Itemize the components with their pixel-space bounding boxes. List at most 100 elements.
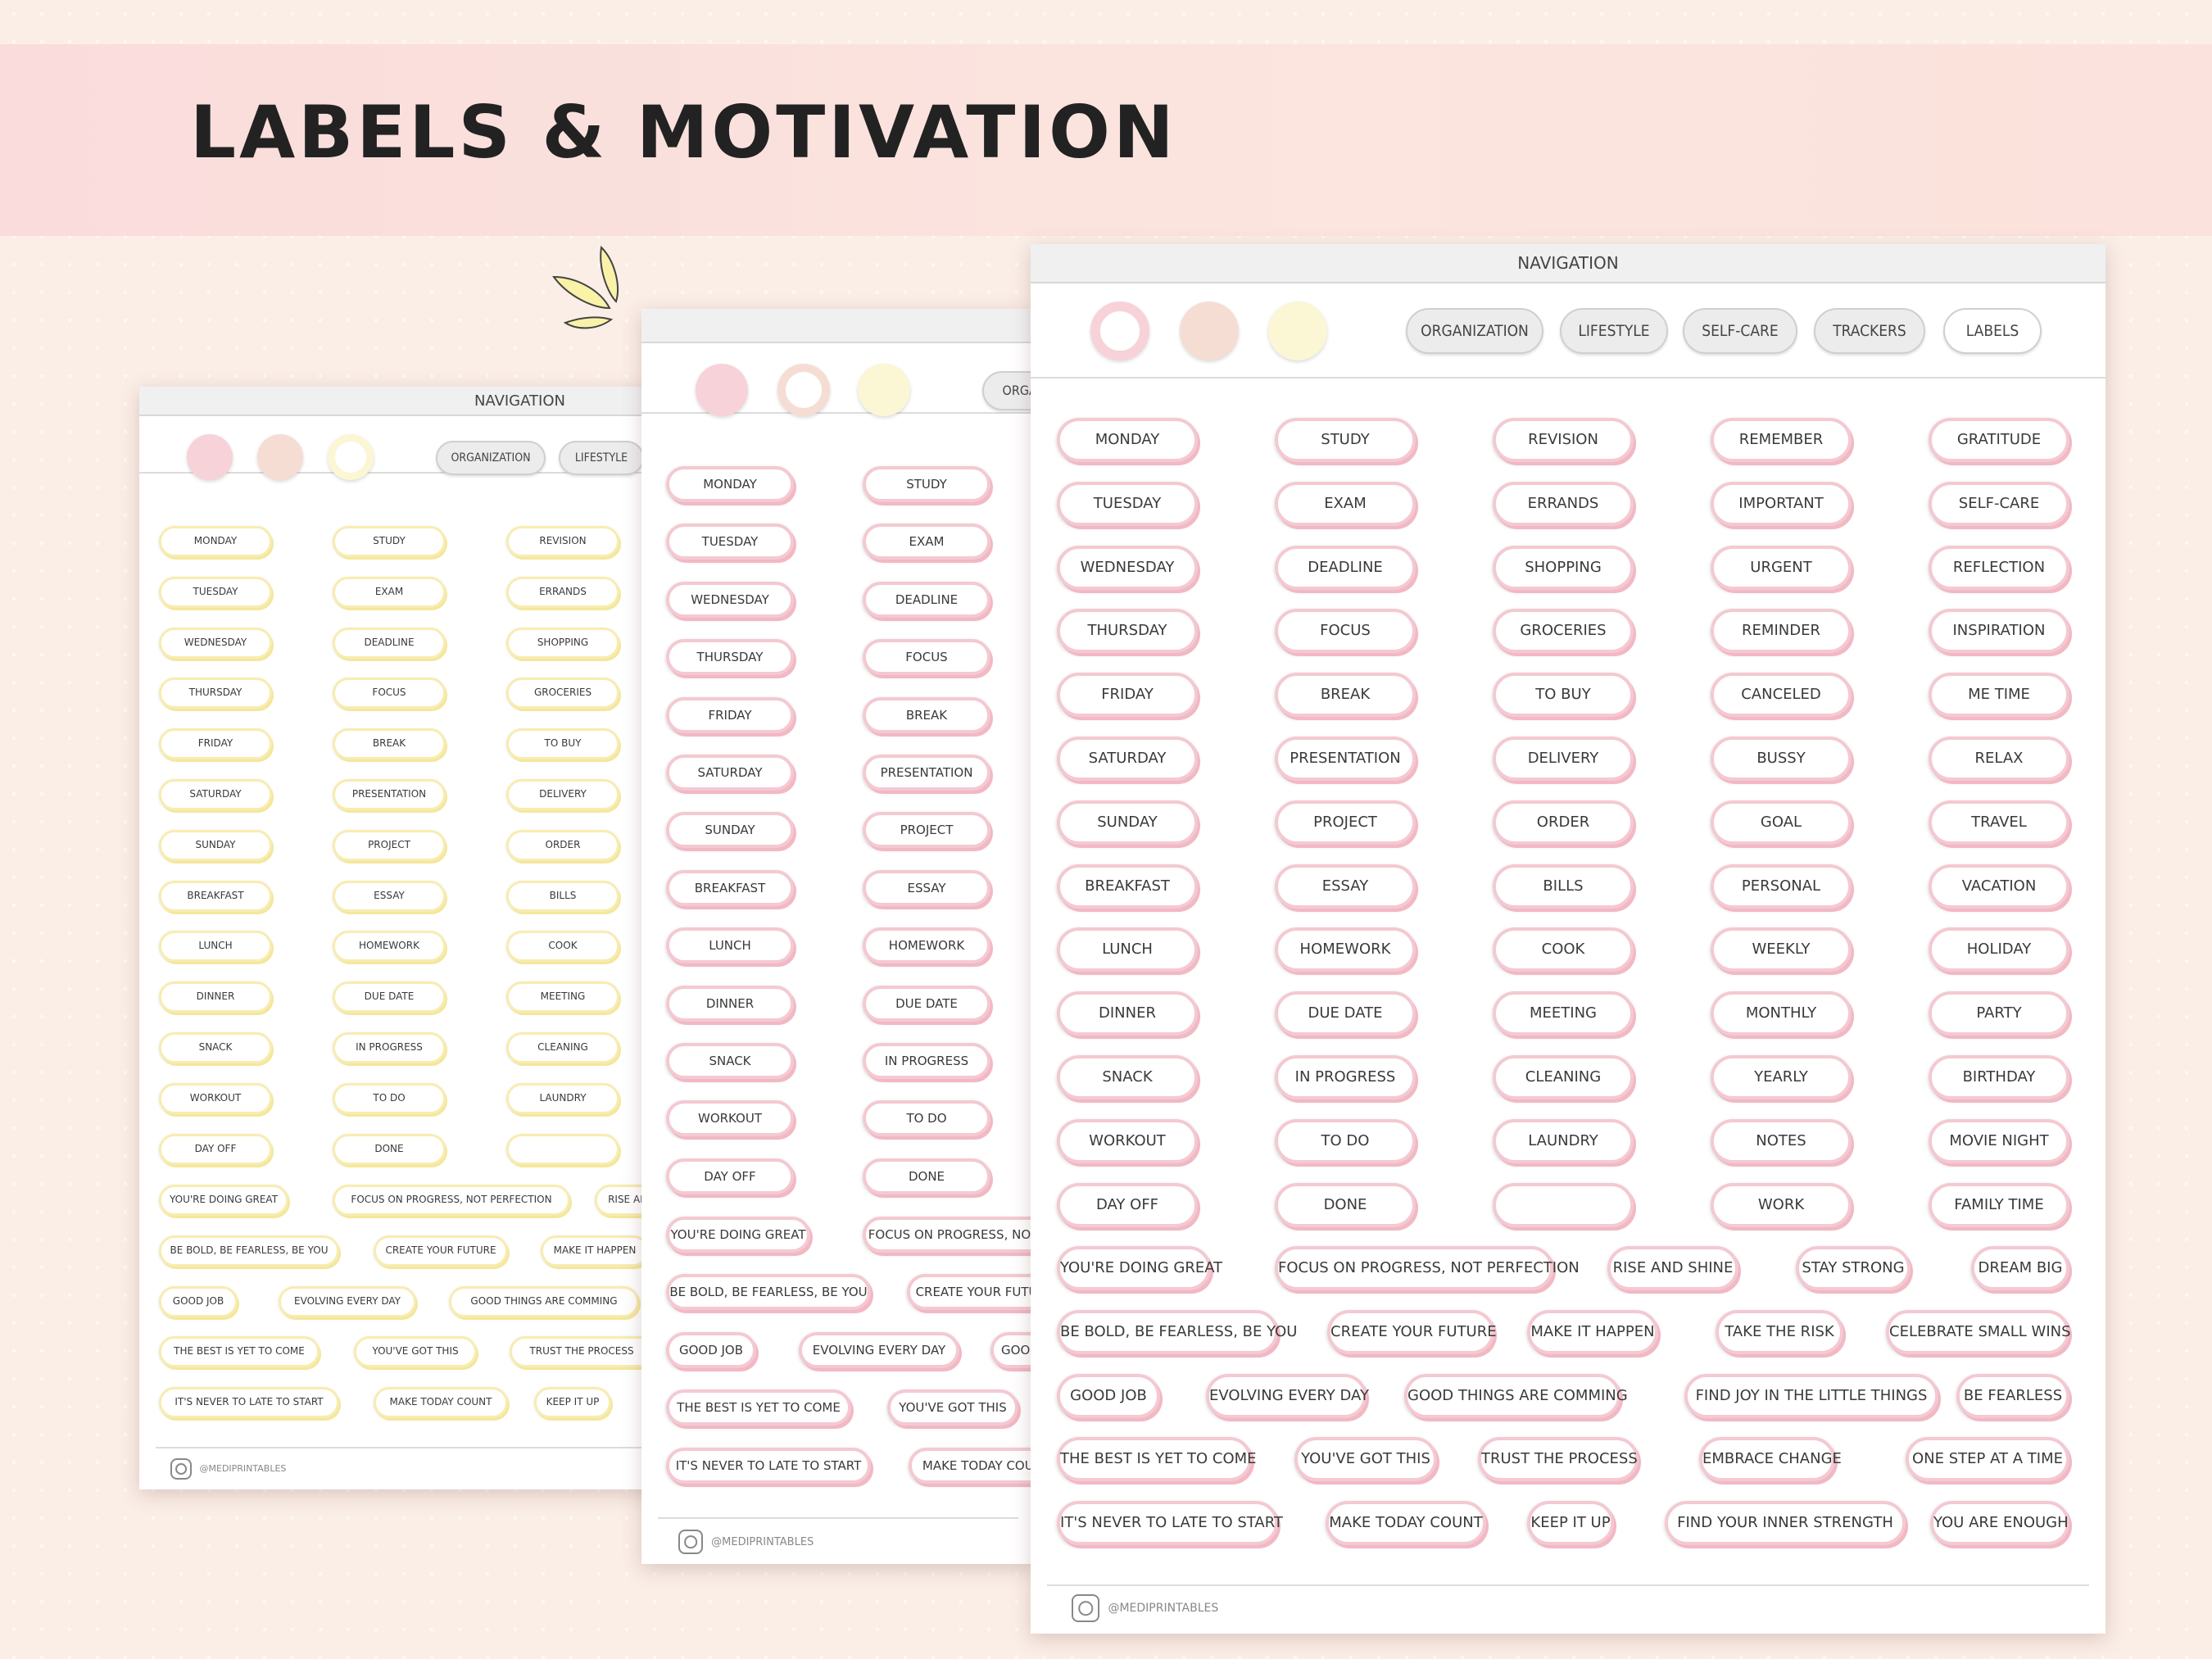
label-sticker[interactable]: VACATION xyxy=(1929,863,2069,909)
label-sticker[interactable]: DUE DATE xyxy=(1275,991,1416,1036)
motivation-sticker[interactable]: FIND JOY IN THE LITTLE THINGS xyxy=(1684,1373,1938,1418)
label-sticker[interactable]: DAY OFF xyxy=(1057,1182,1198,1227)
label-sticker[interactable]: BREAKFAST xyxy=(666,869,794,906)
label-sticker[interactable]: DEADLINE xyxy=(333,627,446,659)
label-sticker[interactable]: WORKOUT xyxy=(1057,1118,1198,1163)
motivation-sticker[interactable]: GOOD THINGS ARE COMMING xyxy=(990,1331,1035,1368)
motivation-sticker[interactable]: MAKE TODAY COUNT xyxy=(909,1447,1035,1484)
label-sticker[interactable]: IN PROGRESS xyxy=(863,1043,990,1079)
motivation-sticker[interactable]: CREATE YOUR FUTURE xyxy=(1327,1309,1497,1354)
motivation-sticker[interactable]: EMBRACE CHANGE xyxy=(1699,1437,1842,1482)
label-sticker[interactable]: DONE xyxy=(333,1133,446,1165)
motivation-sticker[interactable]: MAKE TODAY COUNT xyxy=(374,1387,508,1419)
label-sticker[interactable]: IN PROGRESS xyxy=(333,1032,446,1063)
label-sticker[interactable]: MONDAY xyxy=(666,466,794,502)
motivation-sticker[interactable]: DREAM BIG xyxy=(1971,1246,2069,1290)
motivation-sticker[interactable]: TRUST THE PROCESS xyxy=(1478,1437,1639,1482)
tab-organization[interactable]: ORGANIZATION xyxy=(436,441,546,475)
motivation-sticker[interactable]: GOOD THINGS ARE COMMING xyxy=(1404,1373,1628,1418)
label-sticker[interactable]: SATURDAY xyxy=(666,755,794,791)
label-sticker[interactable]: TUESDAY xyxy=(1057,481,1198,526)
label-sticker[interactable]: BREAKFAST xyxy=(1057,863,1198,909)
label-sticker[interactable]: SHOPPING xyxy=(1493,545,1634,590)
tab-labels[interactable]: LABELS xyxy=(1943,308,2042,354)
motivation-sticker[interactable]: THE BEST IS YET TO COME xyxy=(1057,1437,1257,1482)
label-sticker[interactable]: CLEANING xyxy=(506,1032,619,1063)
motivation-sticker[interactable]: YOU'RE DOING GREAT xyxy=(666,1217,810,1253)
label-sticker[interactable]: ESSAY xyxy=(333,880,446,912)
label-sticker[interactable]: REFLECTION xyxy=(1929,545,2069,590)
label-sticker[interactable]: FOCUS xyxy=(1275,609,1416,654)
label-sticker[interactable]: HOLIDAY xyxy=(1929,927,2069,972)
label-sticker[interactable]: FRIDAY xyxy=(666,696,794,733)
label-sticker[interactable]: IMPORTANT xyxy=(1711,481,1852,526)
label-sticker[interactable]: DONE xyxy=(1275,1182,1416,1227)
motivation-sticker[interactable]: YOU ARE ENOUGH xyxy=(1930,1501,2069,1546)
label-sticker[interactable]: REMINDER xyxy=(1711,609,1852,654)
motivation-sticker[interactable]: IT'S NEVER TO LATE TO START xyxy=(159,1387,339,1419)
label-sticker[interactable]: TO DO xyxy=(863,1100,990,1137)
label-sticker[interactable]: EXAM xyxy=(333,576,446,608)
label-sticker[interactable]: MONTHLY xyxy=(1711,991,1852,1036)
label-sticker[interactable]: TO DO xyxy=(333,1082,446,1114)
label-sticker[interactable]: PERSONAL xyxy=(1711,863,1852,909)
label-sticker[interactable]: LUNCH xyxy=(666,927,794,964)
label-sticker[interactable]: MEETING xyxy=(506,981,619,1013)
label-sticker[interactable]: WEEKLY xyxy=(1711,927,1852,972)
label-sticker[interactable]: SNACK xyxy=(159,1032,272,1063)
label-sticker[interactable]: STUDY xyxy=(863,466,990,502)
label-sticker[interactable]: PRESENTATION xyxy=(1275,737,1416,781)
label-sticker[interactable]: DEADLINE xyxy=(1275,545,1416,590)
label-sticker[interactable]: PROJECT xyxy=(333,829,446,861)
motivation-sticker[interactable]: GOOD JOB xyxy=(159,1285,238,1317)
label-sticker[interactable]: WORK xyxy=(1711,1182,1852,1227)
label-sticker[interactable]: GOAL xyxy=(1711,800,1852,845)
motivation-sticker[interactable]: MAKE IT HAPPEN xyxy=(541,1235,649,1267)
motivation-sticker[interactable]: IT'S NEVER TO LATE TO START xyxy=(1057,1501,1283,1546)
label-sticker[interactable]: INSPIRATION xyxy=(1929,609,2069,654)
label-sticker[interactable]: PROJECT xyxy=(863,812,990,849)
label-sticker[interactable]: DONE xyxy=(863,1158,990,1194)
label-sticker[interactable]: BILLS xyxy=(506,880,619,912)
label-sticker[interactable]: ORDER xyxy=(506,829,619,861)
label-sticker[interactable]: RELAX xyxy=(1929,737,2069,781)
motivation-sticker[interactable]: ONE STEP AT A TIME xyxy=(1906,1437,2069,1482)
label-sticker[interactable]: BILLS xyxy=(1493,863,1634,909)
motivation-sticker[interactable]: YOU'VE GOT THIS xyxy=(354,1336,477,1368)
label-sticker[interactable]: STUDY xyxy=(333,526,446,557)
label-sticker[interactable]: GRATITUDE xyxy=(1929,418,2069,462)
label-sticker[interactable]: LAUNDRY xyxy=(506,1082,619,1114)
motivation-sticker[interactable]: MAKE IT HAPPEN xyxy=(1527,1309,1658,1354)
label-sticker[interactable]: GROCERIES xyxy=(1493,609,1634,654)
motivation-sticker[interactable]: FOCUS ON PROGRESS, NOT PERFECTION xyxy=(333,1185,570,1216)
motivation-sticker[interactable]: BE BOLD, BE FEARLESS, BE YOU xyxy=(159,1235,339,1267)
label-sticker[interactable]: TUESDAY xyxy=(666,524,794,560)
label-sticker[interactable]: MONDAY xyxy=(159,526,272,557)
label-sticker[interactable]: DUE DATE xyxy=(333,981,446,1013)
label-sticker[interactable]: FRIDAY xyxy=(1057,673,1198,718)
label-sticker[interactable]: PRESENTATION xyxy=(333,779,446,810)
label-sticker[interactable]: WEDNESDAY xyxy=(1057,545,1198,590)
motivation-sticker[interactable]: FOCUS ON PROGRESS, NOT PERFECTION xyxy=(863,1217,1035,1253)
motivation-sticker[interactable]: CELEBRATE SMALL WINS xyxy=(1886,1309,2071,1354)
label-sticker[interactable]: SHOPPING xyxy=(506,627,619,659)
color-swatch-2[interactable] xyxy=(1180,301,1239,360)
label-sticker[interactable]: LAUNDRY xyxy=(1493,1118,1634,1163)
label-sticker[interactable]: ORDER xyxy=(1493,800,1634,845)
label-sticker[interactable]: TO BUY xyxy=(506,728,619,760)
label-sticker[interactable]: NOTES xyxy=(1711,1118,1852,1163)
label-sticker[interactable]: PROJECT xyxy=(1275,800,1416,845)
label-sticker[interactable]: PARTY xyxy=(1929,991,2069,1036)
label-sticker[interactable]: WORKOUT xyxy=(666,1100,794,1137)
label-sticker[interactable]: WORKOUT xyxy=(159,1082,272,1114)
label-sticker[interactable]: BIRTHDAY xyxy=(1929,1055,2069,1099)
label-sticker[interactable]: MOVIE NIGHT xyxy=(1929,1118,2069,1163)
label-sticker[interactable]: URGENT xyxy=(1711,545,1852,590)
label-sticker[interactable]: SUNDAY xyxy=(159,829,272,861)
label-sticker[interactable]: THURSDAY xyxy=(1057,609,1198,654)
motivation-sticker[interactable]: KEEP IT UP xyxy=(534,1387,611,1419)
label-sticker[interactable]: REMEMBER xyxy=(1711,418,1852,462)
label-sticker[interactable]: BREAK xyxy=(1275,673,1416,718)
label-sticker[interactable]: DAY OFF xyxy=(666,1158,794,1194)
label-sticker[interactable]: WEDNESDAY xyxy=(159,627,272,659)
